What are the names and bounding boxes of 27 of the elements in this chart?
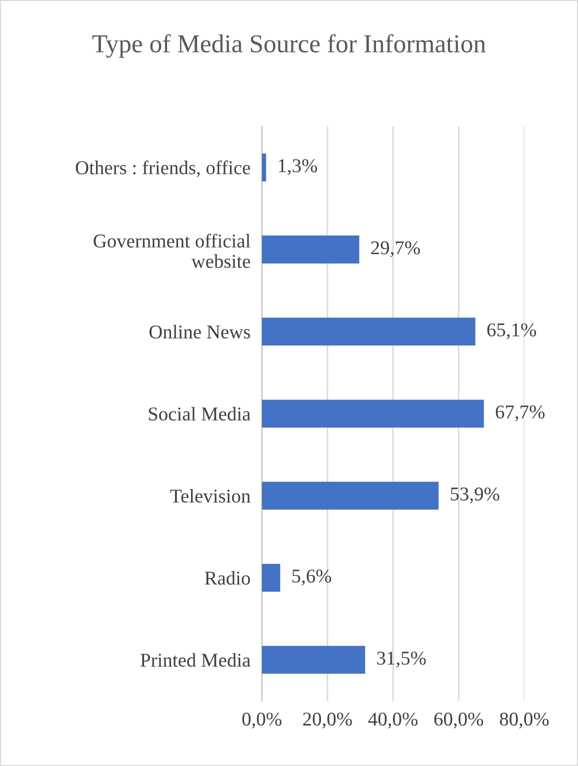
bar bbox=[262, 646, 366, 674]
x-tick-label: 20,0% bbox=[303, 712, 352, 728]
bar bbox=[262, 236, 360, 264]
chart-title: Type of Media Source for Information bbox=[92, 34, 486, 58]
x-tick-label: 60,0% bbox=[434, 712, 484, 728]
y-tick-label: Others : friends, office bbox=[76, 160, 250, 178]
y-tick-label: Television bbox=[170, 488, 250, 503]
data-label: 31,5% bbox=[377, 652, 426, 668]
y-tick-label: Online News bbox=[149, 324, 250, 339]
data-label: 1,3% bbox=[278, 159, 318, 176]
data-label: 29,7% bbox=[371, 241, 420, 258]
data-label: 53,9% bbox=[450, 487, 500, 504]
x-tick-label: 0,0% bbox=[242, 712, 282, 728]
bar bbox=[262, 400, 484, 428]
data-label: 65,1% bbox=[487, 323, 536, 340]
bar bbox=[262, 564, 280, 592]
bar bbox=[262, 153, 266, 182]
y-tick-label: Social Media bbox=[148, 406, 250, 421]
bar bbox=[262, 318, 476, 346]
y-tick-label: Government official website bbox=[94, 234, 250, 268]
y-tick-label: Printed Media bbox=[140, 653, 250, 667]
x-tick-label: 40,0% bbox=[368, 712, 418, 728]
x-tick-label: 80,0% bbox=[500, 712, 549, 728]
bar bbox=[262, 482, 439, 510]
y-tick-label: Radio bbox=[204, 571, 250, 585]
data-label: 5,6% bbox=[292, 570, 332, 586]
data-label: 67,7% bbox=[496, 405, 545, 422]
